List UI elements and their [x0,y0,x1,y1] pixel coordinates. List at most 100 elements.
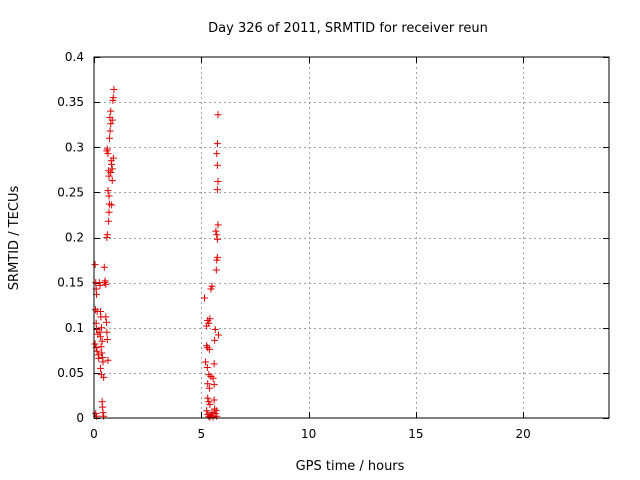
y-tick-label: 0.1 [65,321,84,335]
x-tick-label: 10 [301,427,316,441]
data-point [105,208,113,216]
data-point [106,127,114,135]
data-point [96,281,104,289]
data-point [108,160,116,168]
data-point [214,178,222,186]
data-point [213,235,221,243]
data-point [99,358,107,366]
data-point [201,294,209,302]
data-point [100,263,108,271]
data-point [204,394,212,402]
chart-title: Day 326 of 2011, SRMTID for receiver reu… [208,21,488,36]
data-point [203,322,211,330]
y-tick-label: 0.35 [57,95,84,109]
data-point [102,280,110,288]
data-point [98,349,106,357]
data-point [107,107,115,115]
data-point [105,172,113,180]
x-tick-label: 5 [197,427,205,441]
data-point [100,373,108,381]
data-point [95,354,103,362]
x-axis-label: GPS time / hours [296,459,405,474]
data-point [105,217,113,225]
data-point [213,412,221,420]
data-point [104,356,112,364]
x-tick-label: 0 [90,427,98,441]
data-point [210,381,218,389]
data-point [101,277,109,285]
x-tick-label: 20 [516,427,531,441]
data-point [96,328,104,336]
data-point [108,201,116,209]
y-tick-label: 0.05 [57,366,84,380]
data-point [208,282,216,290]
data-point [107,169,115,177]
data-point [203,407,211,415]
data-point [203,342,211,350]
data-point [205,384,213,392]
y-tick-label: 0.25 [57,185,84,199]
data-point [208,409,216,417]
data-point [109,94,117,102]
data-point [204,344,212,352]
data-point [103,335,111,343]
grid-lines [94,57,609,418]
data-point [214,221,222,229]
data-point [104,150,112,158]
y-tick-label: 0 [76,411,84,425]
data-point [102,313,110,321]
data-point [203,363,211,371]
data-point [204,380,212,388]
data-point [98,337,106,345]
data-point [96,364,104,372]
data-point [93,347,101,355]
data-point [108,177,116,185]
data-point [103,145,111,153]
data-point [108,165,116,173]
data-point [205,345,213,353]
axis-ticks: 0 5 10 15 20 0 0.05 0.1 0.15 0.2 0.25 0.3 0.35 0.4 [57,50,609,441]
data-point [214,331,222,339]
y-tick-label: 0.15 [57,276,84,290]
data-point [213,150,221,158]
data-point [102,318,110,326]
y-tick-label: 0.4 [65,50,84,64]
y-axis-label: SRMTID / TECUs [7,186,22,291]
data-point [210,360,218,368]
data-point [209,413,217,421]
data-point [109,154,117,162]
data-point [214,111,222,119]
data-point [212,266,220,274]
data-point [206,400,214,408]
data-point [206,315,214,323]
data-point [213,140,221,148]
data-point [103,328,111,336]
data-point [213,186,221,194]
data-point [107,120,115,128]
data-point [100,412,108,420]
x-tick-label: 15 [408,427,423,441]
data-point [103,231,111,239]
data-point [213,161,221,169]
data-point [91,261,99,269]
data-point [213,231,221,239]
data-point [213,253,221,261]
data-point [211,326,219,334]
data-point [108,116,116,124]
data-point [209,374,217,382]
data-point [91,340,99,348]
data-point [110,85,118,93]
data-point [210,396,218,404]
data-point [105,134,113,142]
data-point [96,333,104,341]
data-point [99,409,107,417]
data-point [211,405,219,413]
data-point [98,324,106,332]
data-point [105,192,113,200]
data-point [211,336,219,344]
y-tick-label: 0.3 [65,140,84,154]
data-point [202,358,210,366]
plot-frame [93,56,610,419]
data-points [91,85,222,421]
